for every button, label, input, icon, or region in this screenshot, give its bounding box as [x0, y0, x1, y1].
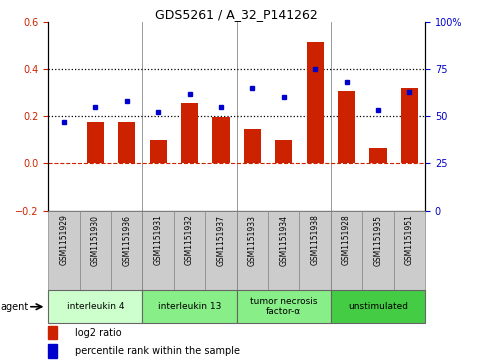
Text: unstimulated: unstimulated: [348, 302, 408, 311]
Bar: [275, 140, 292, 163]
Text: log2 ratio: log2 ratio: [75, 327, 121, 338]
Text: agent: agent: [0, 302, 28, 312]
Bar: [299, 211, 331, 290]
Bar: [181, 103, 198, 163]
Text: GSM1151929: GSM1151929: [59, 215, 69, 265]
Bar: [80, 211, 111, 290]
Bar: [48, 326, 57, 339]
Bar: [338, 91, 355, 163]
Bar: [174, 211, 205, 290]
Text: GSM1151937: GSM1151937: [216, 215, 226, 265]
Bar: [150, 140, 167, 163]
Text: GSM1151935: GSM1151935: [373, 215, 383, 265]
Text: GSM1151934: GSM1151934: [279, 215, 288, 265]
Bar: [394, 211, 425, 290]
Text: GSM1151930: GSM1151930: [91, 215, 100, 265]
Bar: [237, 290, 331, 323]
Bar: [205, 211, 237, 290]
Bar: [48, 290, 142, 323]
Bar: [237, 211, 268, 290]
Bar: [142, 290, 237, 323]
Text: interleukin 4: interleukin 4: [67, 302, 124, 311]
Bar: [87, 122, 104, 163]
Bar: [111, 211, 142, 290]
Text: GSM1151951: GSM1151951: [405, 215, 414, 265]
Text: GSM1151928: GSM1151928: [342, 215, 351, 265]
Text: GSM1151936: GSM1151936: [122, 215, 131, 265]
Bar: [118, 122, 135, 163]
Bar: [331, 211, 362, 290]
Bar: [48, 211, 80, 290]
Bar: [401, 88, 418, 163]
Bar: [307, 42, 324, 163]
Text: GSM1151931: GSM1151931: [154, 215, 163, 265]
Bar: [142, 211, 174, 290]
Text: GSM1151933: GSM1151933: [248, 215, 257, 265]
Text: GSM1151938: GSM1151938: [311, 215, 320, 265]
Bar: [48, 344, 57, 358]
Bar: [331, 290, 425, 323]
Bar: [213, 117, 229, 163]
Text: GSM1151932: GSM1151932: [185, 215, 194, 265]
Bar: [369, 148, 386, 163]
Text: tumor necrosis
factor-α: tumor necrosis factor-α: [250, 297, 317, 317]
Text: percentile rank within the sample: percentile rank within the sample: [75, 346, 240, 356]
Title: GDS5261 / A_32_P141262: GDS5261 / A_32_P141262: [156, 8, 318, 21]
Text: interleukin 13: interleukin 13: [158, 302, 221, 311]
Bar: [268, 211, 299, 290]
Bar: [362, 211, 394, 290]
Bar: [244, 129, 261, 163]
